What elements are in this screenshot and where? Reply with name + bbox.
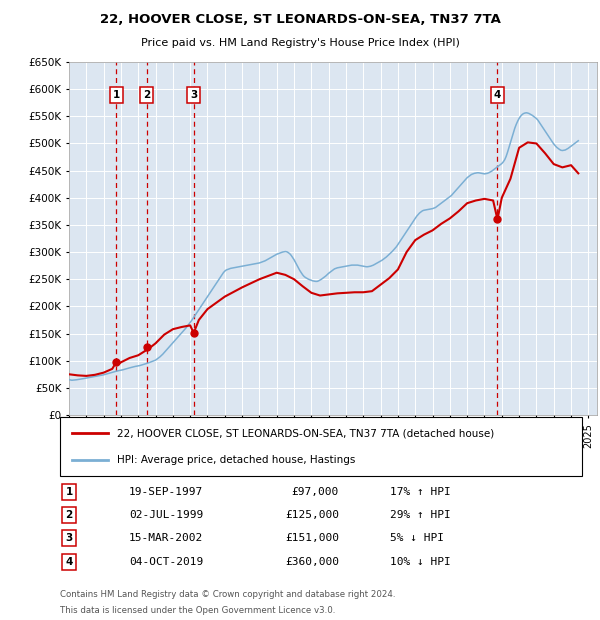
Text: 3: 3	[65, 533, 73, 543]
Text: 10% ↓ HPI: 10% ↓ HPI	[390, 557, 451, 567]
Text: 19-SEP-1997: 19-SEP-1997	[129, 487, 203, 497]
Text: HPI: Average price, detached house, Hastings: HPI: Average price, detached house, Hast…	[117, 454, 355, 464]
Text: 2: 2	[65, 510, 73, 520]
Text: 4: 4	[65, 557, 73, 567]
Text: 5% ↓ HPI: 5% ↓ HPI	[390, 533, 444, 543]
Text: £125,000: £125,000	[285, 510, 339, 520]
Text: 15-MAR-2002: 15-MAR-2002	[129, 533, 203, 543]
Text: Price paid vs. HM Land Registry's House Price Index (HPI): Price paid vs. HM Land Registry's House …	[140, 38, 460, 48]
Text: 2: 2	[143, 89, 151, 100]
Text: 4: 4	[494, 89, 501, 100]
Text: Contains HM Land Registry data © Crown copyright and database right 2024.: Contains HM Land Registry data © Crown c…	[60, 590, 395, 598]
Text: £360,000: £360,000	[285, 557, 339, 567]
Text: 22, HOOVER CLOSE, ST LEONARDS-ON-SEA, TN37 7TA (detached house): 22, HOOVER CLOSE, ST LEONARDS-ON-SEA, TN…	[117, 428, 494, 438]
Text: £97,000: £97,000	[292, 487, 339, 497]
Text: 1: 1	[65, 487, 73, 497]
Text: This data is licensed under the Open Government Licence v3.0.: This data is licensed under the Open Gov…	[60, 606, 335, 615]
Text: 17% ↑ HPI: 17% ↑ HPI	[390, 487, 451, 497]
Text: 02-JUL-1999: 02-JUL-1999	[129, 510, 203, 520]
Text: 22, HOOVER CLOSE, ST LEONARDS-ON-SEA, TN37 7TA: 22, HOOVER CLOSE, ST LEONARDS-ON-SEA, TN…	[100, 14, 500, 26]
Text: 04-OCT-2019: 04-OCT-2019	[129, 557, 203, 567]
Text: 3: 3	[190, 89, 197, 100]
Text: 1: 1	[112, 89, 120, 100]
Text: 29% ↑ HPI: 29% ↑ HPI	[390, 510, 451, 520]
Text: £151,000: £151,000	[285, 533, 339, 543]
